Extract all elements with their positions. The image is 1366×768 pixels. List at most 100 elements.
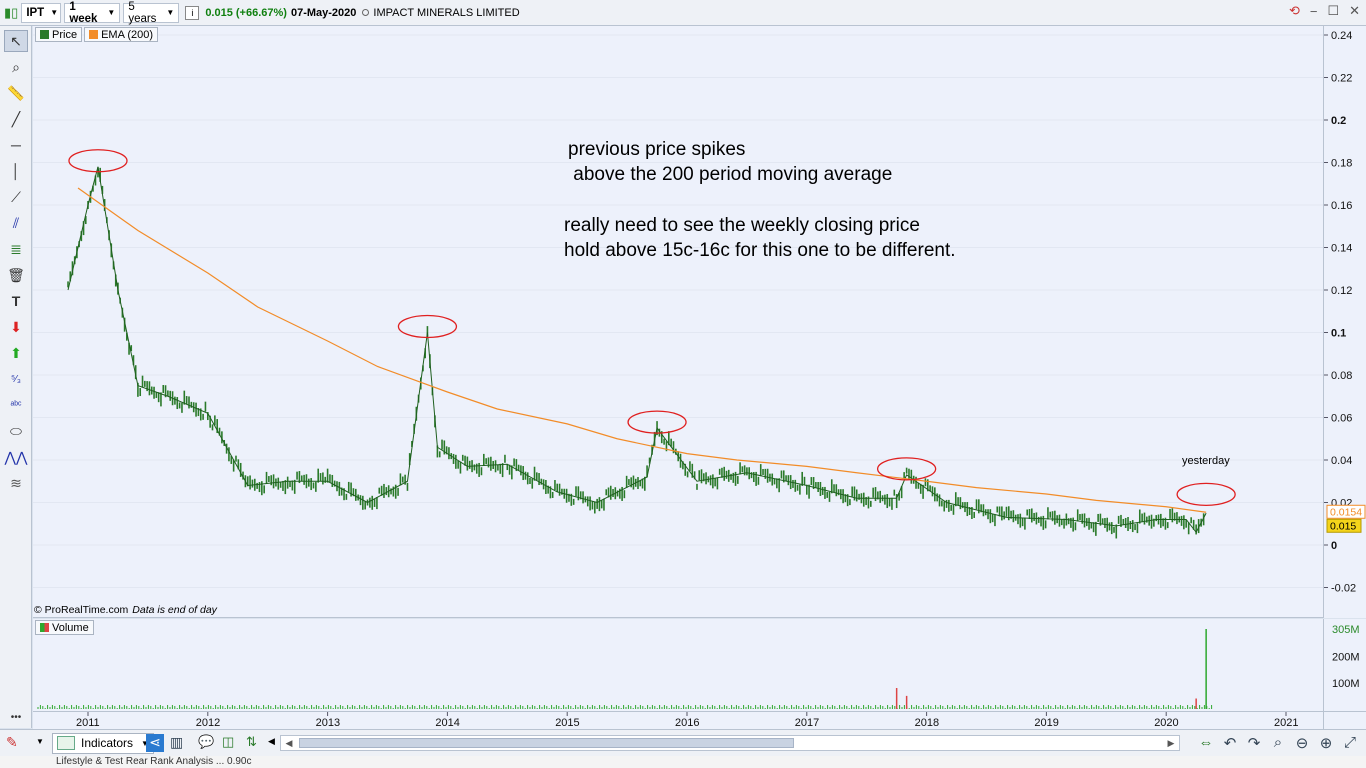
legend-volume-label: Volume [52,621,89,634]
undo-icon[interactable]: ↶ [1223,735,1237,752]
nav-left-icon[interactable]: ◀ [268,736,275,746]
chat-icon[interactable]: 💬 [198,734,215,749]
layout-icon[interactable]: ▥ [170,734,184,750]
drawing-toolbar: ↖ ⌕ 📏 ╱ ─ │ ⟋ ⫽ ≣ 🗑 T ⬇ ⬆ ⁵⁄₃ ᵃᵇᶜ ⬭ ⋀⋀ ≋… [0,26,32,728]
scroll-right-icon[interactable]: ▶ [1167,737,1175,748]
price-axis-label: 0.12 [1331,285,1352,297]
close-icon[interactable]: ✕ [1349,3,1360,18]
annotation-weekly-close: really need to see the weekly closing pr… [564,213,956,263]
chevron-down-icon: ▼ [166,8,175,17]
annotation-yesterday: yesterday [1182,455,1230,467]
vertical-line-icon[interactable]: │ [11,163,21,179]
scroll-thumb[interactable] [299,738,794,748]
maximize-icon[interactable]: ☐ [1327,3,1340,18]
zoom-area-icon[interactable]: ⌕ [1273,734,1283,751]
date-axis-label: 2017 [795,717,819,729]
date-axis[interactable]: 2011 2012 2013 2014 2015 2016 2017 2018 2019 2020… [33,711,1323,729]
minimize-icon[interactable]: − [1309,3,1318,19]
credit-source: © ProRealTime.com [34,604,129,616]
line-tool-icon[interactable]: ╱ [11,110,21,127]
chevron-down-icon[interactable]: ▼ [36,737,44,746]
volume-bars [37,629,1213,709]
pointer-tool-icon[interactable]: ↖ [4,30,28,52]
abc-wave-icon[interactable]: ᵃᵇᶜ [10,399,22,411]
price-axis-ticks: 0.24 0.22 0.2 0.18 0.16 0.14 0.12 0.1 0.08 0.06 0.… [1324,30,1366,595]
ruler-tool-icon[interactable]: 📏 [7,84,25,101]
fullscreen-icon[interactable]: ⤢ [1343,734,1356,751]
date-axis-label: 2021 [1274,717,1298,729]
price-axis-label: 0.2 [1331,115,1346,127]
gann-tool-icon[interactable]: ≋ [10,474,22,491]
range-selector[interactable]: 5 years ▼ [123,0,180,25]
company-label: IMPACT MINERALS LIMITED [373,6,520,19]
volume-axis-label: 100M [1332,678,1360,690]
price-legend: Price EMA (200) [35,27,160,42]
share-icon[interactable]: ⋖ [146,734,164,752]
ema-value-label: 0.0154 [1330,506,1362,518]
price-axis-label: 0.18 [1331,158,1352,170]
chevron-down-icon: ▼ [50,8,59,17]
window-controls: ⟲ − ☐ ✕ [1279,3,1360,19]
time-scrollbar[interactable]: ◀ ▶ [280,735,1180,751]
pattern-tool-icon[interactable]: ⋀⋀ [4,448,28,465]
text-tool-icon[interactable]: T [11,293,21,309]
volume-chart [37,629,1213,709]
date-axis-label: 2012 [196,717,220,729]
draw-color-icon[interactable]: ✎ [6,734,18,750]
legend-item-ema[interactable]: EMA (200) [84,27,159,42]
spike-circle [627,410,687,434]
zoom-out-icon[interactable]: ⊖ [1295,735,1309,752]
sync-icon[interactable]: ⟲ [1288,3,1300,18]
company-name: IMPACT MINERALS LIMITED [362,6,520,19]
ellipse-tool-icon[interactable]: ⬭ [10,422,22,439]
price-axis-label: 0.1 [1331,328,1346,340]
volume-chart-panel[interactable]: Volume [33,619,1323,711]
date-axis-label: 2015 [555,717,579,729]
range-label: 5 years [128,0,157,25]
date-axis-label: 2013 [316,717,340,729]
info-icon[interactable]: i [185,5,200,20]
symbol-selector[interactable]: IPT ▼ [21,2,62,23]
screener-icon[interactable]: ⇅ [246,734,257,749]
redo-icon[interactable]: ↷ [1247,735,1261,752]
data-credit: © ProRealTime.com Data is end of day [34,604,217,616]
indicators-button[interactable]: Indicators ▼ [52,732,154,754]
segment-tool-icon[interactable]: ⟋ [11,188,21,205]
trash-icon[interactable]: 🗑 [7,266,25,283]
legend-price-label: Price [52,28,78,41]
chart-actions: ⇔ ↶ ↷ ⌕ ⊖ ⊕ ⤢ [1194,734,1362,752]
legend-item-price[interactable]: Price [35,27,83,42]
quote-date: 07-May-2020 [290,6,357,19]
volume-axis[interactable]: 305M 200M 100M [1323,619,1366,711]
legend-item-volume[interactable]: Volume [35,620,94,635]
channel-tool-icon[interactable]: ⫽ [12,214,20,231]
period-selector[interactable]: 1 week ▼ [64,1,121,25]
zoom-tool-icon[interactable]: ⌕ [12,58,20,75]
horizontal-line-icon[interactable]: ─ [11,137,21,153]
zoom-in-icon[interactable]: ⊕ [1319,735,1333,752]
fibonacci-tool-icon[interactable]: ≣ [10,240,22,257]
price-axis[interactable]: 0.24 0.22 0.2 0.18 0.16 0.14 0.12 0.1 0.08 0.06 0.… [1323,26,1366,618]
ema-value-tag [1326,504,1366,519]
legend-ema-label: EMA (200) [101,28,154,41]
fit-chart-icon[interactable]: ⇔ [1198,734,1214,751]
scroll-left-icon[interactable]: ◀ [285,737,293,748]
spike-circle [1176,482,1236,507]
price-value-tag [1326,518,1362,533]
chart-window-icon[interactable]: ◫ [222,734,235,749]
volume-axis-label: 305M [1332,624,1360,636]
price-axis-label: 0.22 [1331,73,1352,85]
indicators-icon [57,736,75,750]
up-arrow-icon[interactable]: ⬆ [10,344,22,361]
volume-axis-ticks: 305M 200M 100M [1332,624,1360,690]
wave-count-icon[interactable]: ⁵⁄₃ [11,373,21,385]
ema-series-line [77,187,1207,513]
price-change: 0.015 (+66.67%) [205,6,287,19]
circle-icon [362,9,370,17]
date-axis-label: 2014 [435,717,459,729]
down-arrow-icon[interactable]: ⬇ [10,318,22,335]
price-chart-panel[interactable]: Price EMA (200) previous price spikes ab… [33,26,1323,618]
more-tools-icon[interactable]: ••• [10,711,22,723]
price-series-line [67,166,1207,534]
date-axis-label: 2019 [1034,717,1058,729]
